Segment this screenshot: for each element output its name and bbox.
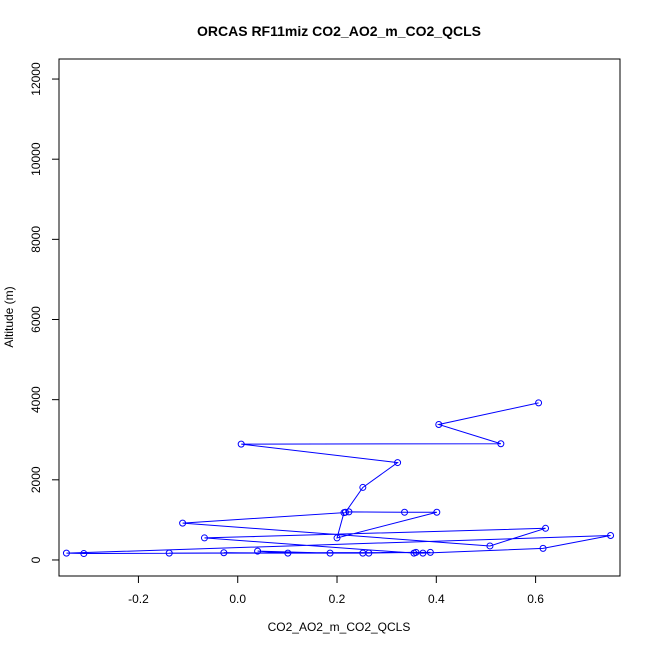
data-point — [340, 509, 348, 517]
data-point — [426, 548, 434, 556]
data-point — [333, 534, 341, 542]
data-point — [394, 459, 402, 467]
data-point — [435, 421, 443, 429]
data-point — [419, 549, 427, 557]
chart-title: ORCAS RF11miz CO2_AO2_m_CO2_QCLS — [197, 23, 481, 39]
data-point — [326, 549, 334, 557]
y-tick-label: 6000 — [29, 306, 43, 333]
y-tick-label: 12000 — [29, 62, 43, 96]
data-point — [412, 548, 420, 556]
data-point — [200, 534, 208, 542]
data-point — [401, 508, 409, 516]
data-point — [345, 508, 353, 516]
y-tick-label: 2000 — [29, 466, 43, 493]
data-point — [359, 549, 367, 557]
x-axis: -0.2 0.0 0.2 0.4 0.6 — [128, 576, 544, 606]
data-point — [433, 508, 441, 516]
y-tick-label: 8000 — [29, 226, 43, 253]
y-axis-label: Altitude (m) — [2, 286, 16, 347]
x-axis-label: CO2_AO2_m_CO2_QCLS — [268, 620, 411, 634]
x-tick-label: 0.2 — [329, 592, 346, 606]
y-tick-label: 4000 — [29, 386, 43, 413]
y-tick-label: 0 — [29, 556, 43, 563]
plot-frame — [58, 58, 621, 577]
x-tick-label: 0.0 — [229, 592, 246, 606]
data-point — [62, 549, 70, 557]
x-tick-label: -0.2 — [128, 592, 149, 606]
data-point — [237, 440, 245, 448]
data-point — [486, 542, 494, 550]
data-point — [165, 549, 173, 557]
data-point — [497, 440, 505, 448]
x-tick-label: 0.6 — [527, 592, 544, 606]
data-point — [284, 549, 292, 557]
y-axis: 0 2000 4000 6000 8000 10000 12000 — [29, 62, 59, 563]
y-tick-label: 10000 — [29, 142, 43, 176]
series-line — [66, 402, 611, 555]
data-point — [80, 550, 88, 558]
data-point — [359, 483, 367, 491]
data-point — [254, 547, 262, 555]
series-layer — [62, 399, 615, 558]
data-point — [607, 532, 615, 540]
data-point — [220, 549, 228, 557]
x-tick-label: 0.4 — [428, 592, 445, 606]
data-point — [179, 519, 187, 527]
data-point — [539, 544, 547, 552]
data-point — [535, 399, 543, 407]
data-point — [542, 524, 550, 532]
